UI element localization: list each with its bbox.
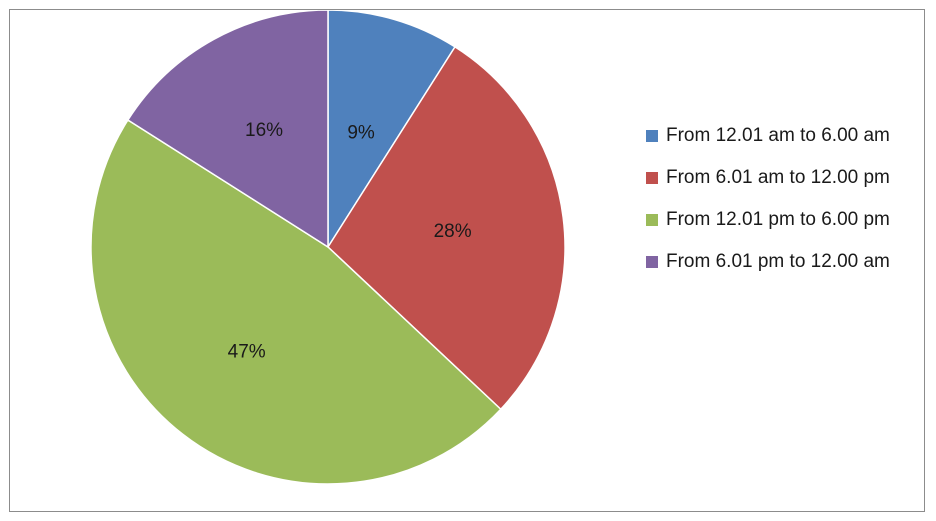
legend-item: From 6.01 pm to 12.00 am — [646, 247, 916, 276]
pie-slice-from-12-01-am-to-6-00-am — [327, 10, 457, 250]
pie-slice-from-6-01-pm-to-12-00-am — [126, 10, 329, 249]
legend-label: From 6.01 am to 12.00 pm — [666, 167, 890, 188]
pie-data-labels: 9% 28% 47% 16% — [228, 120, 472, 362]
data-label-from-6-01-pm-to-12-00-am: 16% — [245, 120, 283, 141]
legend-swatch — [646, 214, 658, 226]
legend-item: From 12.01 am to 6.00 am — [646, 121, 916, 150]
data-label-from-12-01-pm-to-6-00-pm: 47% — [228, 341, 266, 362]
legend-swatch — [646, 256, 658, 268]
legend-item: From 6.01 am to 12.00 pm — [646, 163, 916, 192]
data-label-from-12-01-am-to-6-00-am: 9% — [347, 123, 375, 144]
legend-label: From 6.01 pm to 12.00 am — [666, 251, 890, 272]
legend-label: From 12.01 pm to 6.00 pm — [666, 209, 890, 230]
legend-item: From 12.01 pm to 6.00 pm — [646, 205, 916, 234]
legend-swatch — [646, 130, 658, 142]
pie-slices — [90, 10, 566, 485]
data-label-from-6-01-am-to-12-00-pm: 28% — [434, 221, 472, 242]
pie-slice-from-12-01-pm-to-6-00-pm — [90, 118, 502, 485]
legend-swatch — [646, 172, 658, 184]
pie-chart: 9% 28% 47% 16% — [90, 10, 566, 485]
chart-area: 9% 28% 47% 16% From 12.01 am to 6.00 am Fro… — [9, 9, 925, 512]
legend: From 12.01 am to 6.00 am From 6.01 am to… — [646, 121, 916, 289]
legend-label: From 12.01 am to 6.00 am — [666, 125, 890, 146]
pie-slice-from-6-01-am-to-12-00-pm — [327, 45, 566, 411]
